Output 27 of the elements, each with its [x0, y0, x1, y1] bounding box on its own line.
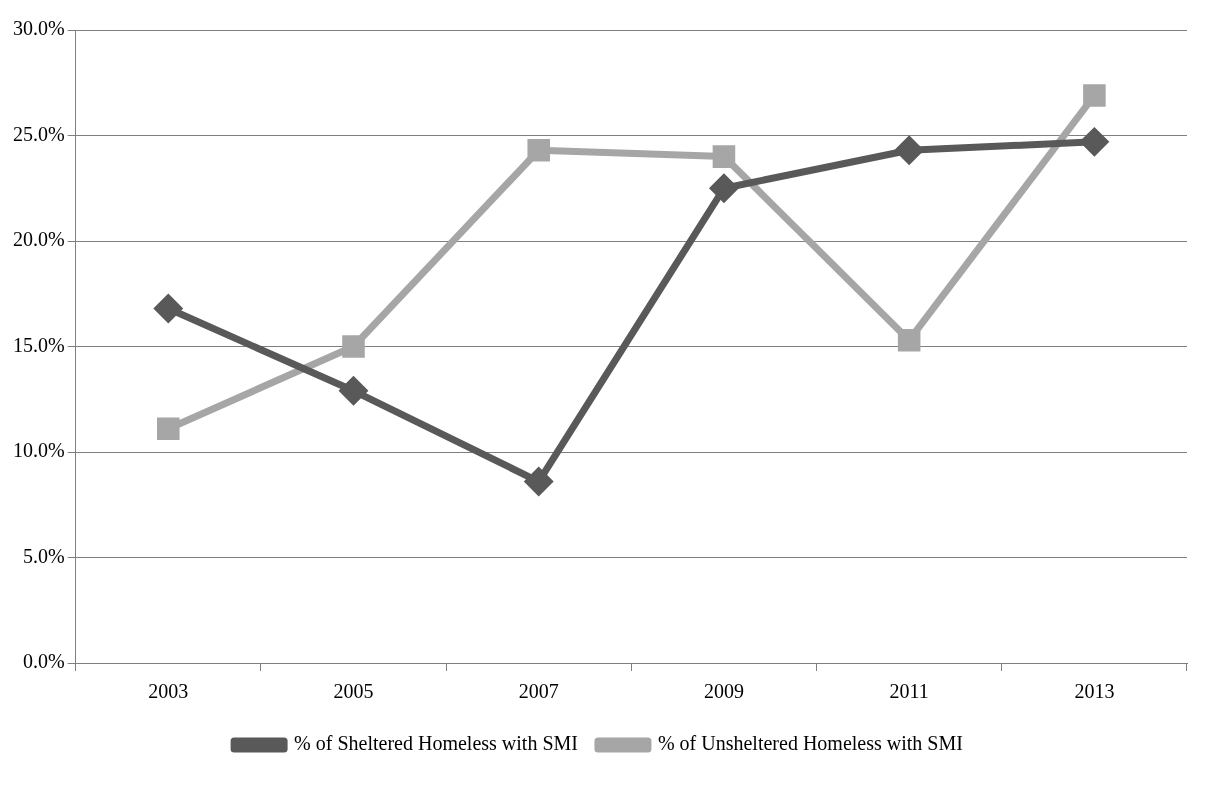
y-tick-label: 5.0%	[22, 544, 65, 567]
x-tick-label: 2009	[703, 680, 744, 703]
y-tick-label: 15.0%	[12, 333, 65, 356]
point	[527, 138, 550, 162]
point	[895, 136, 923, 164]
point	[1080, 128, 1108, 156]
x-tick-label: 2005	[333, 680, 374, 703]
point	[897, 328, 921, 352]
legend-label: % of Sheltered Homeless with SMI	[294, 732, 578, 755]
point	[156, 417, 180, 441]
point	[340, 377, 367, 405]
point	[710, 174, 738, 202]
x-tick-label: 2007	[518, 680, 559, 703]
y-tick-label: 20.0%	[12, 228, 65, 251]
point	[154, 295, 182, 323]
legend-label: % of Unsheltered Homeless with SMI	[657, 732, 963, 755]
point	[712, 145, 736, 168]
y-tick-label: 0.0%	[22, 650, 65, 673]
y-tick-label: 30.0%	[12, 17, 65, 40]
point	[1083, 84, 1106, 107]
x-tick-label: 2013	[1074, 680, 1115, 703]
y-tick-label: 10.0%	[12, 439, 65, 462]
point	[342, 335, 365, 358]
point	[525, 468, 553, 496]
x-tick-label: 2003	[148, 680, 189, 703]
x-tick-label: 2011	[889, 680, 929, 703]
y-tick-label: 25.0%	[12, 122, 65, 145]
